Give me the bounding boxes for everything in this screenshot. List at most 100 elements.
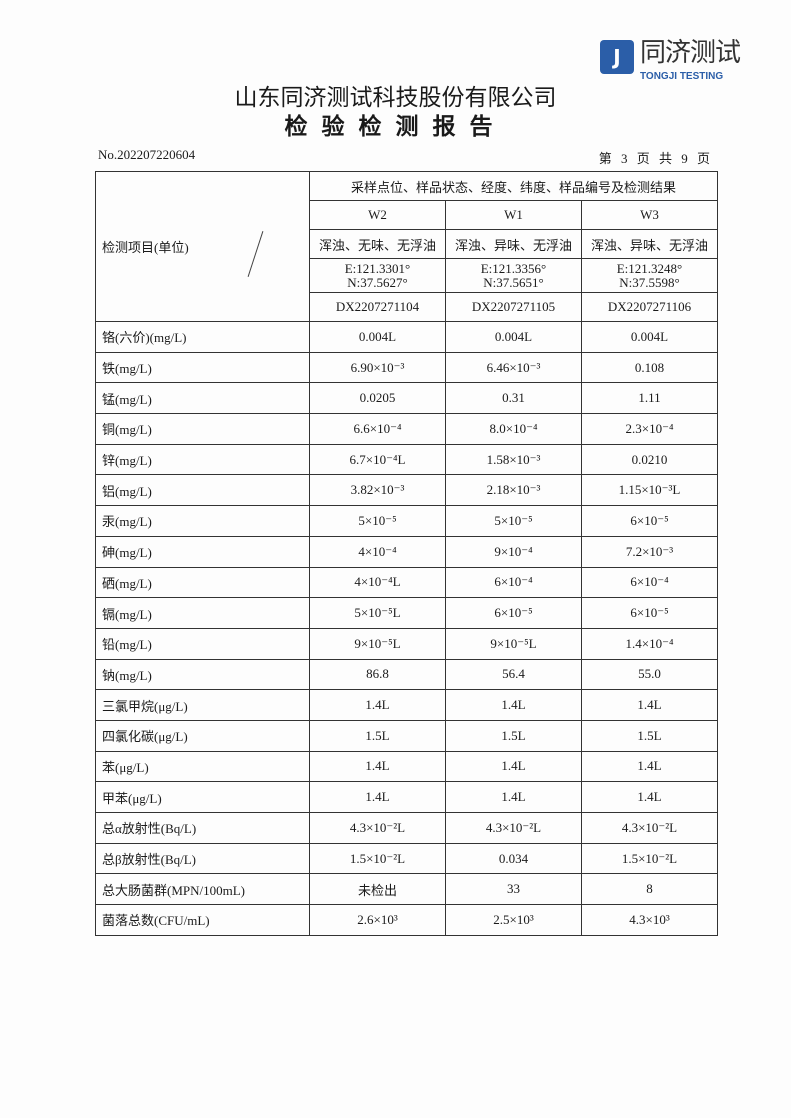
sample-point: W1 xyxy=(445,200,582,230)
logo-name-en: TONGJI TESTING xyxy=(640,71,724,82)
result-value: 4×10⁻⁴L xyxy=(309,566,446,599)
row-item: 总β放射性(Bq/L) xyxy=(95,842,310,875)
table-row: 汞(mg/L) 5×10⁻⁵ 5×10⁻⁵ 6×10⁻⁵ xyxy=(95,505,718,537)
latitude: N:37.5651° xyxy=(483,274,544,290)
row-item: 总大肠菌群(MPN/100mL) xyxy=(95,873,310,906)
result-value: 1.58×10⁻³ xyxy=(445,443,582,476)
table-row: 锌(mg/L) 6.7×10⁻⁴L 1.58×10⁻³ 0.0210 xyxy=(95,443,718,476)
result-value: 4×10⁻⁴ xyxy=(309,535,446,568)
sample-state: 浑浊、异味、无浮油 xyxy=(445,229,582,259)
table-row: 钠(mg/L) 86.8 56.4 55.0 xyxy=(95,658,718,691)
table-row: 铝(mg/L) 3.82×10⁻³ 2.18×10⁻³ 1.15×10⁻³L xyxy=(95,474,718,507)
result-value: 0.004L xyxy=(445,321,582,353)
item-header: 检测项目(单位) xyxy=(95,171,310,322)
result-value: 1.4L xyxy=(309,689,446,721)
table-row: 硒(mg/L) 4×10⁻⁴L 6×10⁻⁴ 6×10⁻⁴ xyxy=(95,566,718,599)
latitude: N:37.5627° xyxy=(347,274,408,290)
row-item: 铜(mg/L) xyxy=(95,413,310,445)
result-value: 4.3×10⁻²L xyxy=(581,812,718,844)
result-value: 6.7×10⁻⁴L xyxy=(309,443,446,476)
table-row: 铅(mg/L) 9×10⁻⁵L 9×10⁻⁵L 1.4×10⁻⁴ xyxy=(95,627,718,660)
result-value: 1.4L xyxy=(445,781,582,813)
result-value: 1.4L xyxy=(581,689,718,721)
result-value: 6×10⁻⁵ xyxy=(581,505,718,537)
row-item: 钠(mg/L) xyxy=(95,658,310,691)
table-row: 铜(mg/L) 6.6×10⁻⁴ 8.0×10⁻⁴ 2.3×10⁻⁴ xyxy=(95,413,718,445)
row-item: 锰(mg/L) xyxy=(95,382,310,415)
sample-coordinates: E:121.3301° N:37.5627° xyxy=(309,258,446,293)
result-value: 56.4 xyxy=(445,658,582,691)
table-row: 总β放射性(Bq/L) 1.5×10⁻²L 0.034 1.5×10⁻²L xyxy=(95,842,718,875)
row-item: 铅(mg/L) xyxy=(95,627,310,660)
result-value: 9×10⁻⁵L xyxy=(445,627,582,660)
result-value: 2.3×10⁻⁴ xyxy=(581,413,718,445)
result-value: 1.4L xyxy=(309,750,446,783)
result-value: 5×10⁻⁵ xyxy=(445,505,582,537)
result-value: 0.31 xyxy=(445,382,582,415)
table-row: 苯(μg/L) 1.4L 1.4L 1.4L xyxy=(95,750,718,783)
row-item: 四氯化碳(μg/L) xyxy=(95,719,310,752)
sample-id: DX2207271104 xyxy=(309,292,446,322)
result-value: 6×10⁻⁵ xyxy=(581,597,718,629)
result-value: 1.5×10⁻²L xyxy=(309,842,446,875)
result-value: 2.6×10³ xyxy=(309,904,446,936)
table-row: 总大肠菌群(MPN/100mL) 未检出 33 8 xyxy=(95,873,718,906)
result-value: 1.5L xyxy=(445,719,582,752)
result-value: 9×10⁻⁴ xyxy=(445,535,582,568)
result-value: 1.4L xyxy=(581,750,718,783)
result-value: 6.6×10⁻⁴ xyxy=(309,413,446,445)
sample-state: 浑浊、异味、无浮油 xyxy=(581,229,718,259)
table-row: 锰(mg/L) 0.0205 0.31 1.11 xyxy=(95,382,718,415)
result-value: 0.004L xyxy=(581,321,718,353)
result-value: 6.90×10⁻³ xyxy=(309,351,446,384)
result-value: 1.15×10⁻³L xyxy=(581,474,718,507)
result-value: 0.108 xyxy=(581,351,718,384)
sample-coordinates: E:121.3356° N:37.5651° xyxy=(445,258,582,293)
row-item: 汞(mg/L) xyxy=(95,505,310,537)
table-row: 四氯化碳(μg/L) 1.5L 1.5L 1.5L xyxy=(95,719,718,752)
sample-id: DX2207271106 xyxy=(581,292,718,322)
company-logo: J 同济测试 TONGJI TESTING xyxy=(600,32,741,82)
longitude: E:121.3301° xyxy=(344,260,411,276)
sample-id: DX2207271105 xyxy=(445,292,582,322)
result-value: 7.2×10⁻³ xyxy=(581,535,718,568)
row-item: 镉(mg/L) xyxy=(95,597,310,629)
result-value: 0.0210 xyxy=(581,443,718,476)
table-row: 菌落总数(CFU/mL) 2.6×10³ 2.5×10³ 4.3×10³ xyxy=(95,904,718,936)
latitude: N:37.5598° xyxy=(619,274,680,290)
longitude: E:121.3248° xyxy=(616,260,683,276)
result-value: 4.3×10⁻²L xyxy=(445,812,582,844)
result-value: 0.0205 xyxy=(309,382,446,415)
result-value: 2.5×10³ xyxy=(445,904,582,936)
result-value: 0.034 xyxy=(445,842,582,875)
result-value: 6.46×10⁻³ xyxy=(445,351,582,384)
table-row: 三氯甲烷(μg/L) 1.4L 1.4L 1.4L xyxy=(95,689,718,721)
result-value: 5×10⁻⁵L xyxy=(309,597,446,629)
sample-point: W2 xyxy=(309,200,446,230)
result-value: 1.4L xyxy=(581,781,718,813)
page-info: 第 3 页 共 9 页 xyxy=(598,151,713,166)
group-header: 采样点位、样品状态、经度、纬度、样品编号及检测结果 xyxy=(309,171,718,201)
result-value: 8.0×10⁻⁴ xyxy=(445,413,582,445)
row-item: 铝(mg/L) xyxy=(95,474,310,507)
result-value: 6×10⁻⁴ xyxy=(445,566,582,599)
longitude: E:121.3356° xyxy=(480,260,547,276)
result-value: 1.4×10⁻⁴ xyxy=(581,627,718,660)
sample-state: 浑浊、无味、无浮油 xyxy=(309,229,446,259)
table-row: 砷(mg/L) 4×10⁻⁴ 9×10⁻⁴ 7.2×10⁻³ xyxy=(95,535,718,568)
logo-name-cn: 同济测试 xyxy=(640,38,741,68)
results-table: 检测项目(单位) 采样点位、样品状态、经度、纬度、样品编号及检测结果 W2 W1 W… xyxy=(95,171,718,936)
result-value: 6×10⁻⁴ xyxy=(581,566,718,599)
table-row: 铁(mg/L) 6.90×10⁻³ 6.46×10⁻³ 0.108 xyxy=(95,351,718,384)
result-value: 1.11 xyxy=(581,382,718,415)
table-row: 铬(六价)(mg/L) 0.004L 0.004L 0.004L xyxy=(95,321,718,353)
table-row: 总α放射性(Bq/L) 4.3×10⁻²L 4.3×10⁻²L 4.3×10⁻²L xyxy=(95,812,718,844)
row-item: 硒(mg/L) xyxy=(95,566,310,599)
row-item: 菌落总数(CFU/mL) xyxy=(95,904,310,936)
table-row: 甲苯(μg/L) 1.4L 1.4L 1.4L xyxy=(95,781,718,813)
company-name: 山东同济测试科技股份有限公司 xyxy=(234,85,557,110)
row-item: 铬(六价)(mg/L) xyxy=(95,321,310,353)
logo-mark-icon: J xyxy=(600,40,634,74)
result-value: 1.5L xyxy=(581,719,718,752)
